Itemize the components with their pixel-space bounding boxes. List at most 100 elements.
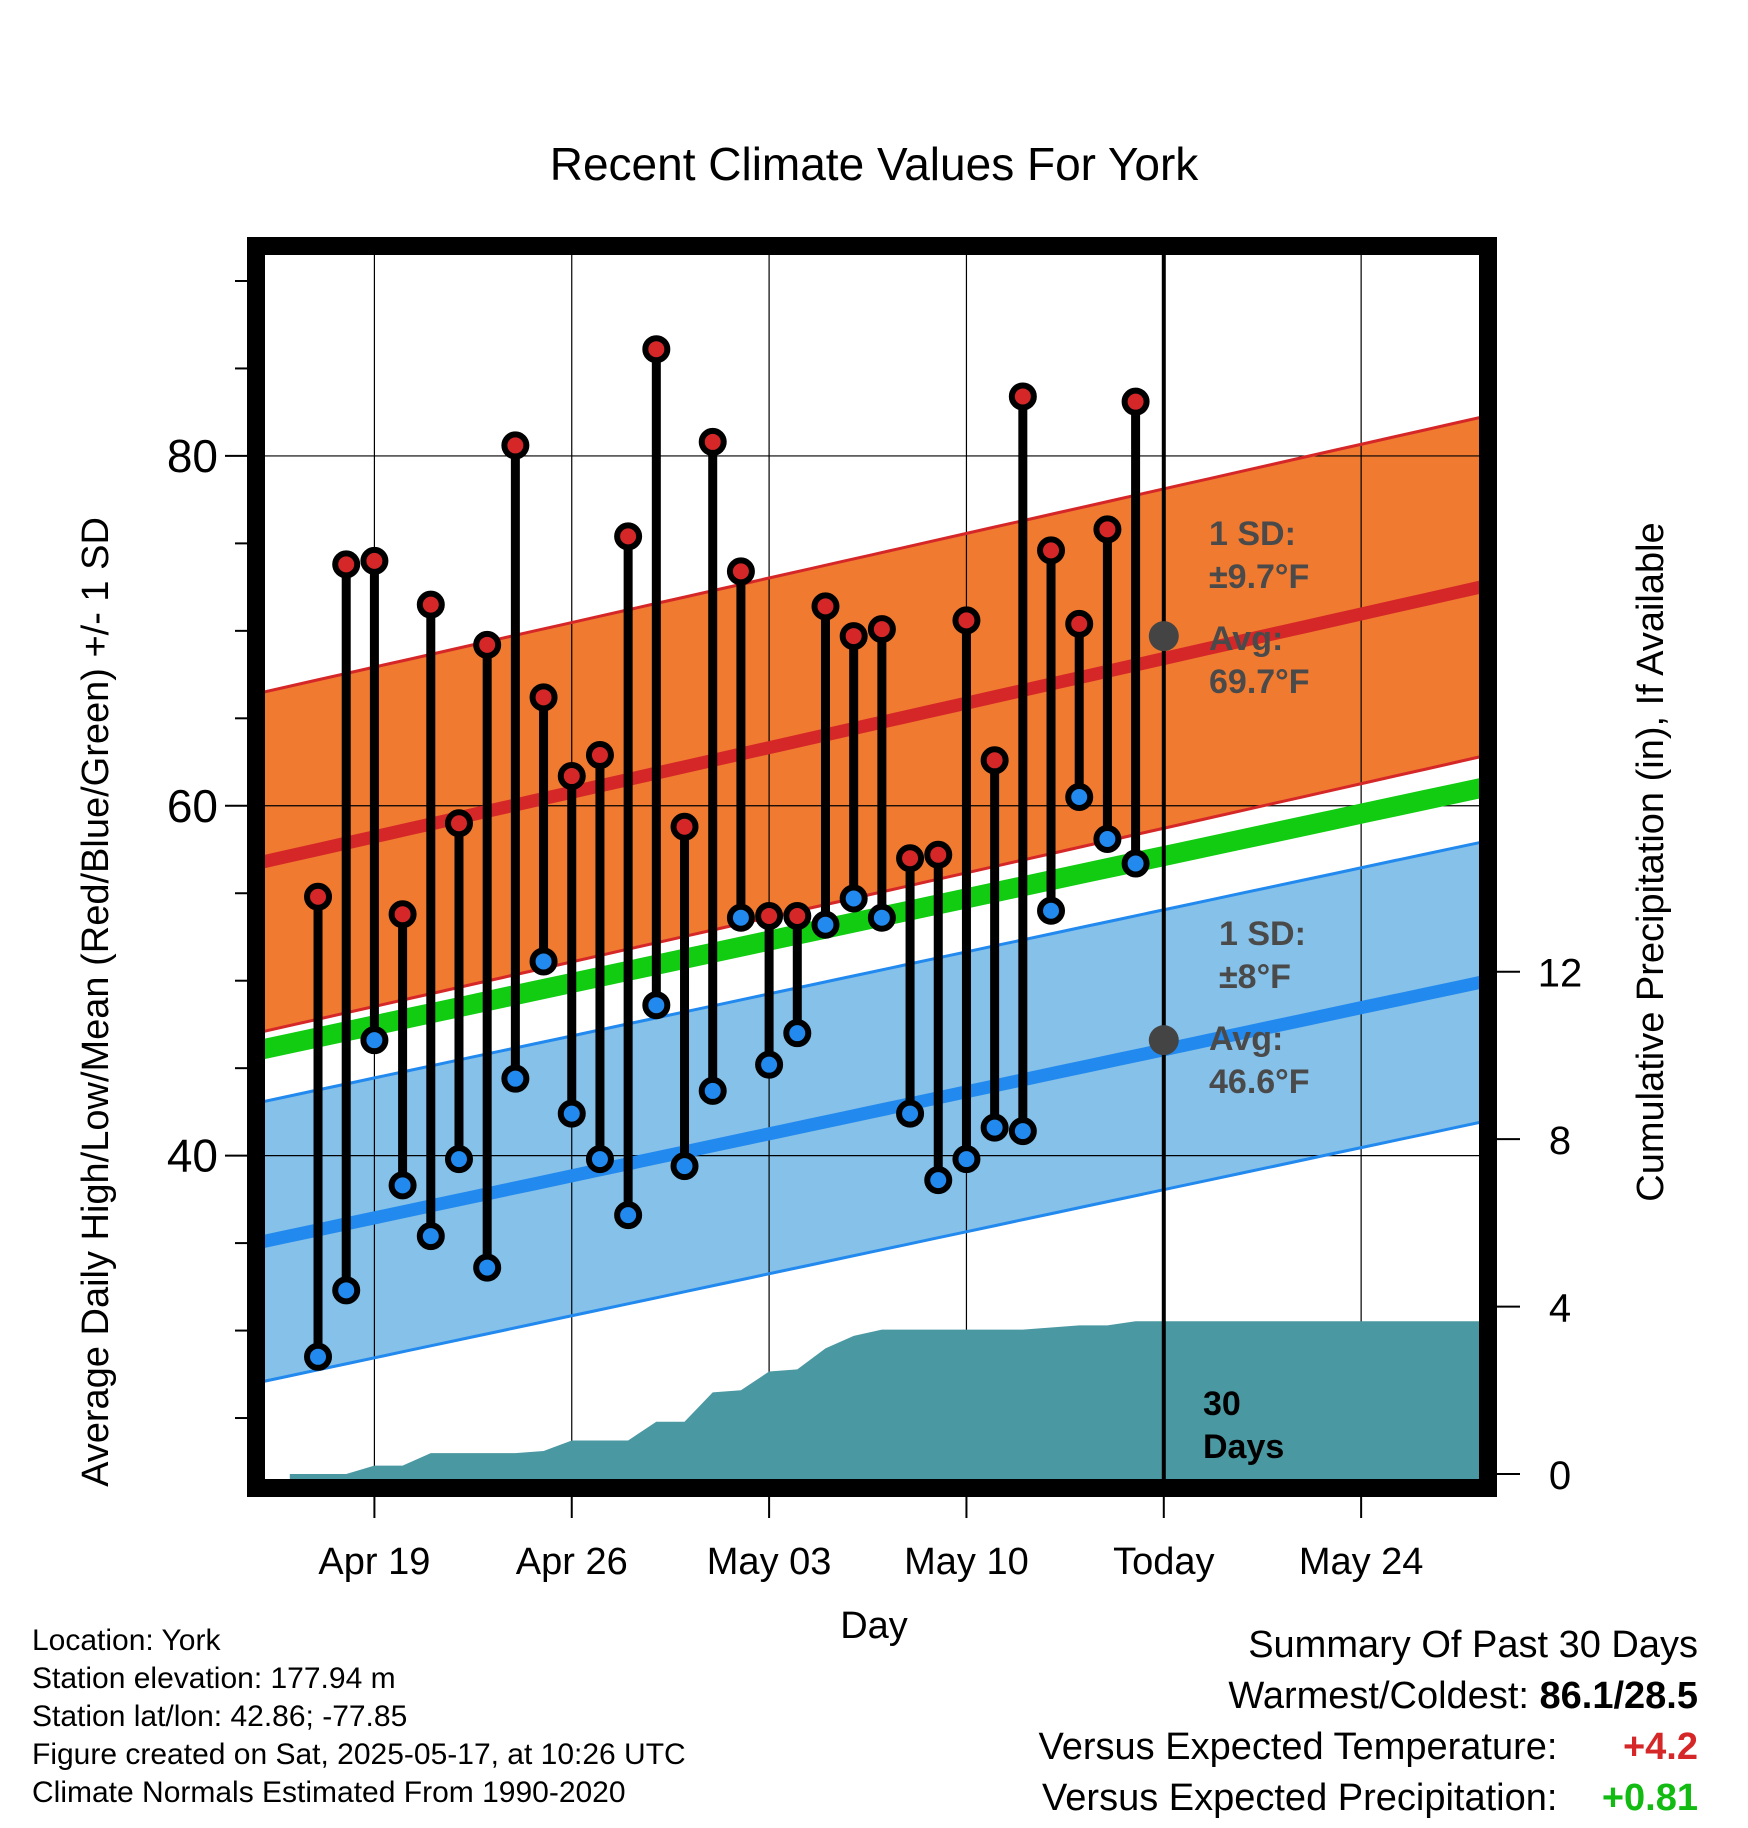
low-sd-value: ±8°F [1219, 958, 1291, 996]
daily-high-marker [557, 762, 586, 791]
summary-title: Summary Of Past 30 Days [1248, 1624, 1698, 1666]
daily-low-marker [360, 1026, 389, 1055]
temp-anomaly-value: +4.2 [1622, 1726, 1698, 1768]
daily-low-marker [304, 1342, 333, 1371]
daily-high-marker [896, 844, 925, 873]
daily-high-marker [670, 812, 699, 841]
summary-precip: Versus Expected Precipitation: +0.81 [1039, 1773, 1698, 1824]
daily-high-marker [698, 427, 727, 456]
daily-low-marker [473, 1253, 502, 1282]
daily-high-marker [811, 592, 840, 621]
daily-high-marker [614, 522, 643, 551]
y2-axis-label: Cumulative Precipitation (in), If Availa… [1630, 522, 1672, 1201]
today-high-avg-marker [1148, 621, 1179, 652]
daily-low-marker [416, 1222, 445, 1251]
daily-low-marker [585, 1145, 614, 1174]
daily-low-marker [896, 1099, 925, 1128]
y-tick-label: 40 [167, 1130, 218, 1182]
precip-anomaly-label: Versus Expected Precipitation: [1042, 1777, 1558, 1819]
daily-high-marker [473, 630, 502, 659]
high-sd-label: 1 SD: [1209, 515, 1296, 553]
precip-anomaly-value: +0.81 [1601, 1777, 1698, 1819]
daily-low-marker [698, 1076, 727, 1105]
summary-warm-cold: Warmest/Coldest: 86.1/28.5 [1039, 1671, 1698, 1722]
daily-high-marker [332, 550, 361, 579]
normal-low-line [254, 974, 1490, 1250]
summary-panel: Summary Of Past 30 Days Warmest/Coldest:… [1039, 1620, 1698, 1824]
daily-high-marker [585, 741, 614, 770]
y2-tick-label: 4 [1549, 1287, 1571, 1331]
daily-high-marker [755, 901, 784, 930]
daily-high-marker [388, 900, 417, 929]
chart-title: Recent Climate Values For York [550, 138, 1200, 190]
daily-high-marker [726, 557, 755, 586]
x-axis-label: Day [840, 1605, 908, 1647]
created-text: Figure created on Sat, 2025-05-17, at 10… [32, 1738, 686, 1771]
y2-tick-label: 8 [1549, 1119, 1571, 1163]
plot-frame [247, 237, 1497, 1497]
daily-low-marker [642, 991, 671, 1020]
temp-anomaly-label: Versus Expected Temperature: [1038, 1726, 1558, 1768]
daily-low-marker [670, 1152, 699, 1181]
normals-text: Climate Normals Estimated From 1990-2020 [32, 1776, 626, 1809]
daily-low-marker [924, 1166, 953, 1195]
daily-low-marker [755, 1050, 784, 1079]
high-sd-value: ±9.7°F [1209, 558, 1309, 596]
y-tick-label: 80 [167, 430, 218, 482]
daily-high-marker [642, 335, 671, 364]
low-avg-label: Avg: [1209, 1020, 1283, 1058]
daily-high-marker [952, 606, 981, 635]
high-avg-label: Avg: [1209, 620, 1283, 658]
daily-high-marker [360, 546, 389, 575]
daily-high-marker [501, 431, 530, 460]
daily-low-marker [1093, 825, 1122, 854]
daily-low-marker [1008, 1117, 1037, 1146]
daily-high-marker [529, 683, 558, 712]
daily-low-marker [952, 1145, 981, 1174]
daily-high-marker [839, 622, 868, 651]
daily-low-marker [867, 903, 896, 932]
daily-high-marker [1121, 387, 1150, 416]
station-info: Location: York Station elevation: 177.94… [32, 1622, 686, 1812]
daily-low-marker [839, 884, 868, 913]
high-avg-value: 69.7°F [1209, 663, 1310, 701]
y2-tick-label: 12 [1538, 952, 1583, 996]
today-low-avg-marker [1148, 1025, 1179, 1056]
daily-low-marker [726, 903, 755, 932]
low-sd-lower-line [255, 1119, 1489, 1385]
y-tick-label: 60 [167, 780, 218, 832]
daily-high-marker [980, 746, 1009, 775]
daily-low-marker [332, 1276, 361, 1305]
summary-temp: Versus Expected Temperature: +4.2 [1039, 1722, 1698, 1773]
daily-high-marker [783, 901, 812, 930]
daily-low-marker [1037, 896, 1066, 925]
daily-high-marker [304, 882, 333, 911]
warm-cold-label: Warmest/Coldest: [1228, 1675, 1529, 1717]
daily-high-marker [1065, 609, 1094, 638]
daily-high-marker [867, 615, 896, 644]
low-sd-label: 1 SD: [1219, 915, 1306, 953]
warm-cold-value: 86.1/28.5 [1539, 1675, 1698, 1717]
daily-high-marker [1093, 515, 1122, 544]
x-tick-label: Apr 19 [318, 1541, 430, 1583]
latlon-text: Station lat/lon: 42.86; -77.85 [32, 1700, 408, 1733]
daily-low-marker [1121, 849, 1150, 878]
daily-high-marker [924, 840, 953, 869]
daily-high-marker [1037, 536, 1066, 565]
precip-area [289, 1321, 1488, 1488]
daily-low-marker [444, 1145, 473, 1174]
daily-high-marker [1008, 382, 1037, 411]
x-tick-label: May 10 [904, 1541, 1029, 1583]
elevation-text: Station elevation: 177.94 m [32, 1662, 396, 1695]
daily-low-marker [811, 910, 840, 939]
y-axis-label: Average Daily High/Low/Mean (Red/Blue/Gr… [75, 517, 117, 1487]
daily-low-marker [529, 947, 558, 976]
x-tick-label: May 24 [1299, 1541, 1424, 1583]
x-tick-label: May 03 [707, 1541, 832, 1583]
daily-low-marker [1065, 783, 1094, 812]
daily-low-marker [501, 1064, 530, 1093]
days-text-label: Days [1203, 1428, 1284, 1466]
x-tick-label: Today [1113, 1541, 1214, 1583]
location-text: Location: York [32, 1624, 221, 1657]
